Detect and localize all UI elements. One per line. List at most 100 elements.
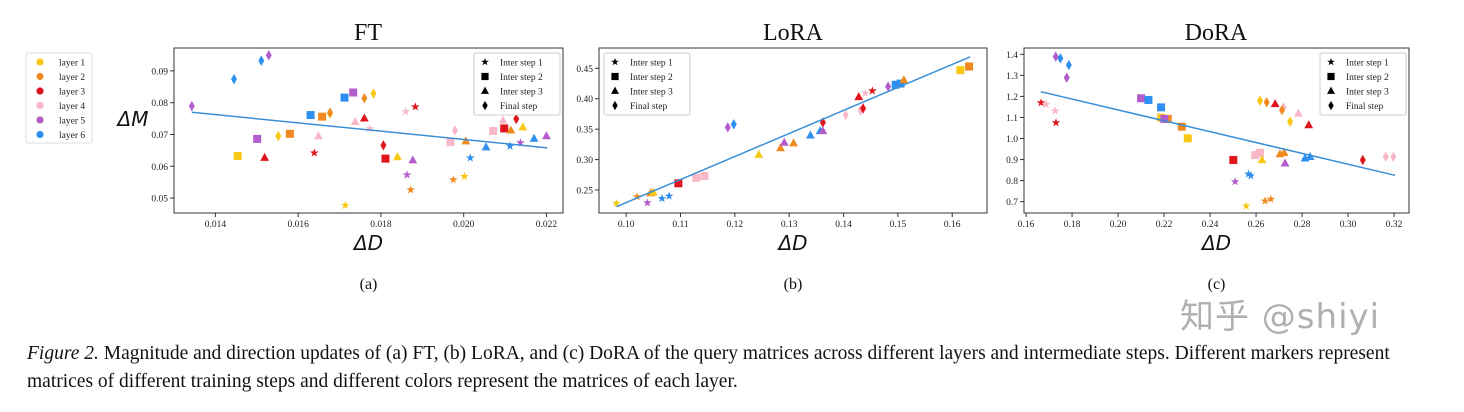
data-point bbox=[885, 81, 892, 92]
data-point bbox=[465, 153, 475, 162]
data-point bbox=[664, 191, 674, 200]
data-point bbox=[1304, 120, 1314, 129]
data-point bbox=[529, 133, 539, 142]
data-point bbox=[233, 152, 242, 161]
data-point bbox=[410, 102, 420, 111]
x-tick-label: 0.24 bbox=[1202, 220, 1219, 230]
data-point bbox=[327, 107, 334, 118]
data-point bbox=[1157, 103, 1166, 112]
data-point bbox=[1063, 72, 1070, 83]
data-point bbox=[481, 142, 491, 151]
y-tick-label: 0.09 bbox=[151, 67, 168, 77]
data-point bbox=[341, 200, 350, 210]
x-tick-label: 0.13 bbox=[781, 220, 798, 230]
data-point bbox=[188, 100, 195, 112]
data-point bbox=[260, 152, 270, 161]
data-point bbox=[359, 113, 369, 122]
data-point bbox=[632, 192, 642, 201]
x-tick-label: 0.12 bbox=[727, 220, 744, 230]
data-point bbox=[754, 149, 764, 158]
triangle-marker-icon bbox=[611, 86, 619, 94]
star-marker-icon bbox=[481, 57, 489, 66]
y-tick-label: 0.30 bbox=[576, 156, 593, 166]
data-point bbox=[730, 119, 737, 130]
legend-label: Inter step 1 bbox=[630, 59, 673, 69]
legend-label: Final step bbox=[500, 102, 537, 112]
legend-label: Inter step 1 bbox=[500, 59, 543, 69]
chart-title: DoRA bbox=[1185, 20, 1248, 46]
data-point bbox=[1036, 98, 1046, 107]
y-tick-label: 0.9 bbox=[1006, 156, 1018, 166]
data-point bbox=[500, 124, 509, 133]
y-tick-label: 0.07 bbox=[151, 131, 168, 141]
fit-line bbox=[1040, 90, 1396, 177]
data-point bbox=[516, 138, 525, 147]
data-point bbox=[253, 134, 262, 143]
watermark: 知乎 @shiyi bbox=[1180, 297, 1381, 337]
x-tick-label: 0.22 bbox=[1156, 220, 1173, 230]
data-point bbox=[860, 88, 870, 97]
x-tick-label: 0.14 bbox=[835, 220, 852, 230]
data-point bbox=[449, 175, 458, 184]
data-point bbox=[1270, 99, 1280, 108]
data-point bbox=[1359, 154, 1366, 166]
data-point bbox=[1241, 201, 1251, 210]
layer-color-icon bbox=[36, 101, 44, 110]
legend-box bbox=[603, 52, 691, 116]
layer-color-icon bbox=[36, 87, 44, 95]
legend-label: Final step bbox=[1346, 102, 1383, 112]
data-point bbox=[446, 138, 455, 147]
star-marker-icon bbox=[611, 57, 619, 66]
data-point bbox=[381, 154, 390, 163]
y-tick-label: 0.40 bbox=[576, 95, 593, 105]
data-point bbox=[361, 93, 368, 104]
y-tick-label: 0.06 bbox=[151, 163, 168, 173]
data-point bbox=[842, 109, 849, 121]
x-axis-label: ΔD bbox=[1200, 231, 1231, 255]
data-point bbox=[365, 124, 375, 133]
square-marker-icon bbox=[481, 72, 489, 81]
data-point bbox=[1057, 53, 1064, 64]
layer-color-icon bbox=[36, 72, 44, 81]
legend-label: Inter step 2 bbox=[500, 73, 543, 83]
data-point bbox=[489, 126, 498, 135]
data-point bbox=[350, 116, 360, 125]
diamond-marker-icon bbox=[612, 100, 618, 111]
data-point bbox=[1052, 51, 1059, 62]
legend-label: layer 6 bbox=[59, 131, 85, 141]
y-tick-label: 0.25 bbox=[576, 187, 593, 197]
caption-label: Figure 2. bbox=[27, 343, 99, 364]
data-point bbox=[393, 152, 402, 161]
data-point bbox=[692, 173, 701, 182]
x-axis-label: ΔD bbox=[352, 231, 383, 255]
data-point bbox=[408, 155, 418, 164]
layer-color-icon bbox=[36, 58, 44, 66]
legend-label: Inter step 3 bbox=[630, 88, 673, 98]
diamond-marker-icon bbox=[482, 100, 488, 111]
x-tick-label: 0.11 bbox=[672, 220, 689, 230]
y-tick-label: 1.2 bbox=[1006, 93, 1018, 103]
data-point bbox=[857, 105, 864, 116]
data-point bbox=[1279, 148, 1289, 157]
data-point bbox=[542, 131, 551, 140]
data-point bbox=[460, 171, 469, 181]
data-point bbox=[275, 130, 282, 142]
data-point bbox=[1256, 95, 1263, 106]
data-point bbox=[1390, 151, 1397, 163]
data-point bbox=[1137, 94, 1146, 103]
data-point bbox=[401, 107, 411, 116]
data-point bbox=[1382, 151, 1389, 163]
triangle-marker-icon bbox=[481, 86, 489, 94]
data-point bbox=[899, 75, 909, 84]
data-point bbox=[1183, 134, 1192, 143]
data-point bbox=[965, 62, 974, 71]
data-point bbox=[451, 125, 458, 136]
data-point bbox=[265, 50, 272, 61]
data-point bbox=[309, 148, 319, 157]
x-tick-label: 0.16 bbox=[944, 220, 961, 230]
data-point bbox=[868, 86, 877, 95]
legend-label: Inter step 2 bbox=[630, 73, 673, 83]
square-marker-icon bbox=[1327, 72, 1335, 81]
legend-label: Final step bbox=[630, 102, 667, 112]
